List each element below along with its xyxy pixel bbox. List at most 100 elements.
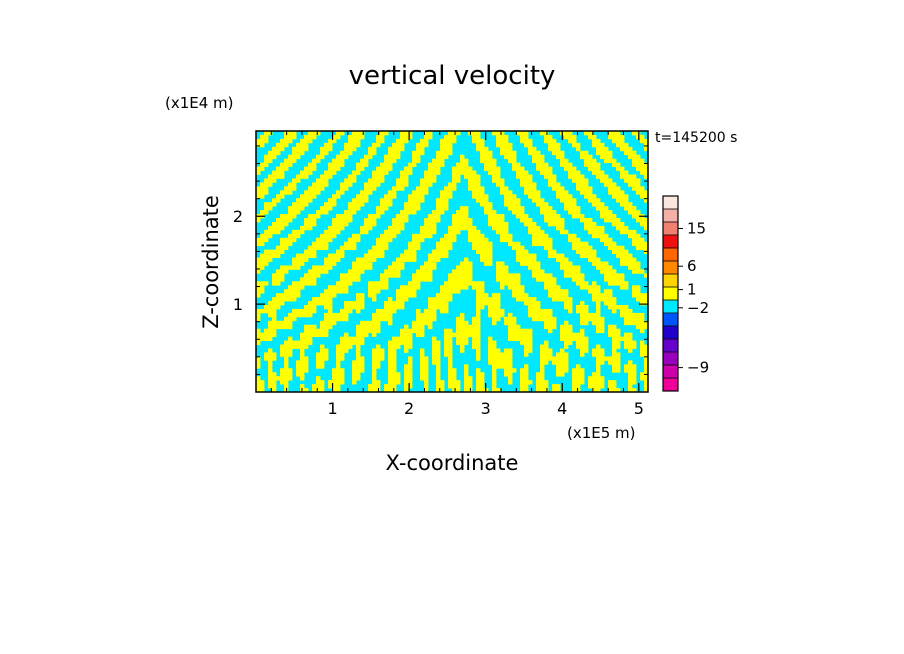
positive-velocity-cell [424,308,437,314]
positive-velocity-cell [372,368,377,373]
positive-velocity-cell [540,356,569,361]
positive-velocity-cell [256,336,273,341]
positive-velocity-cell [372,348,385,353]
positive-velocity-cell [584,225,605,231]
positive-velocity-cell [532,154,545,160]
positive-velocity-cell [372,245,389,251]
positive-velocity-cell [416,146,425,152]
positive-velocity-cell [560,162,573,167]
positive-velocity-cell [256,285,265,290]
positive-velocity-cell [296,364,309,369]
positive-velocity-cell [448,229,461,235]
positive-velocity-cell [452,170,477,175]
positive-velocity-cell [544,281,557,286]
positive-velocity-cell [388,320,393,326]
positive-velocity-cell [640,376,648,381]
positive-velocity-cell [256,289,265,294]
positive-velocity-cell [352,376,361,381]
positive-velocity-cell [412,190,429,195]
positive-velocity-cell [284,384,289,389]
colorbar-tick-label: −9 [687,359,709,377]
positive-velocity-cell [448,182,457,187]
positive-velocity-cell [484,162,497,167]
colorbar-swatch [663,339,678,353]
positive-velocity-cell [432,340,441,345]
positive-velocity-cell [548,178,557,183]
positive-velocity-cell [296,142,309,148]
positive-velocity-cell [356,293,365,298]
positive-velocity-cell [408,356,413,361]
positive-velocity-cell [532,316,557,322]
positive-velocity-cell [364,154,373,160]
positive-velocity-cell [256,241,265,247]
positive-velocity-cell [624,368,637,373]
positive-velocity-cell [300,225,313,231]
positive-velocity-cell [492,178,505,183]
positive-velocity-cell [316,178,329,183]
positive-velocity-cell [412,273,433,278]
positive-velocity-cell [476,249,493,254]
positive-velocity-cell [488,336,493,341]
positive-velocity-cell [620,261,641,266]
positive-velocity-cell [256,281,269,286]
positive-velocity-cell [640,352,648,357]
positive-velocity-cell [556,364,569,369]
positive-velocity-cell [464,376,473,381]
positive-velocity-cell [424,261,437,266]
positive-velocity-cell [496,269,509,274]
positive-velocity-cell [616,253,633,258]
positive-velocity-cell [264,178,277,183]
positive-velocity-cell [500,281,521,286]
positive-velocity-cell [556,154,565,160]
positive-velocity-cell [376,166,393,171]
positive-velocity-cell [272,198,281,203]
positive-velocity-cell [328,138,337,144]
positive-velocity-cell [420,360,429,365]
positive-velocity-cell [344,332,349,338]
positive-velocity-cell [592,352,605,357]
positive-velocity-cell [580,348,589,353]
positive-velocity-cell [312,158,321,164]
positive-velocity-cell [488,170,501,175]
positive-velocity-cell [256,218,261,223]
positive-velocity-cell [288,182,297,187]
positive-velocity-cell [604,277,625,282]
positive-velocity-cell [344,210,357,215]
positive-velocity-cell [568,138,577,144]
positive-velocity-cell [320,344,325,349]
positive-velocity-cell [452,221,473,227]
positive-velocity-cell [476,301,501,306]
positive-velocity-cell [424,380,429,385]
colorbar-swatch [663,313,678,327]
positive-velocity-cell [400,253,417,258]
positive-velocity-cell [256,138,269,144]
positive-velocity-cell [256,269,261,274]
colorbar: 15 6 1−2 −9 [662,195,709,392]
positive-velocity-cell [256,364,261,369]
positive-velocity-cell [576,146,581,152]
x-tick-label: 1 [327,399,337,418]
positive-velocity-cell [596,368,601,373]
positive-velocity-cell [644,146,648,152]
positive-velocity-cell [628,372,637,377]
positive-velocity-cell [608,245,625,251]
positive-velocity-cell [488,360,513,365]
positive-velocity-cell [300,384,305,389]
positive-velocity-cell [528,229,545,235]
positive-velocity-cell [616,142,629,148]
positive-velocity-cell [608,190,625,195]
positive-velocity-cell [368,150,377,156]
positive-velocity-cell [408,162,417,167]
positive-velocity-cell [300,348,305,353]
positive-velocity-cell [584,162,601,167]
colorbar-swatch [663,222,678,236]
positive-velocity-cell [436,364,441,369]
positive-velocity-cell [592,261,609,266]
positive-velocity-cell [404,166,413,171]
positive-velocity-cell [488,356,513,361]
positive-velocity-cell [332,368,345,373]
positive-velocity-cell [344,241,357,247]
positive-velocity-cell [472,138,485,144]
positive-velocity-cell [468,131,481,136]
positive-velocity-cell [336,154,349,160]
